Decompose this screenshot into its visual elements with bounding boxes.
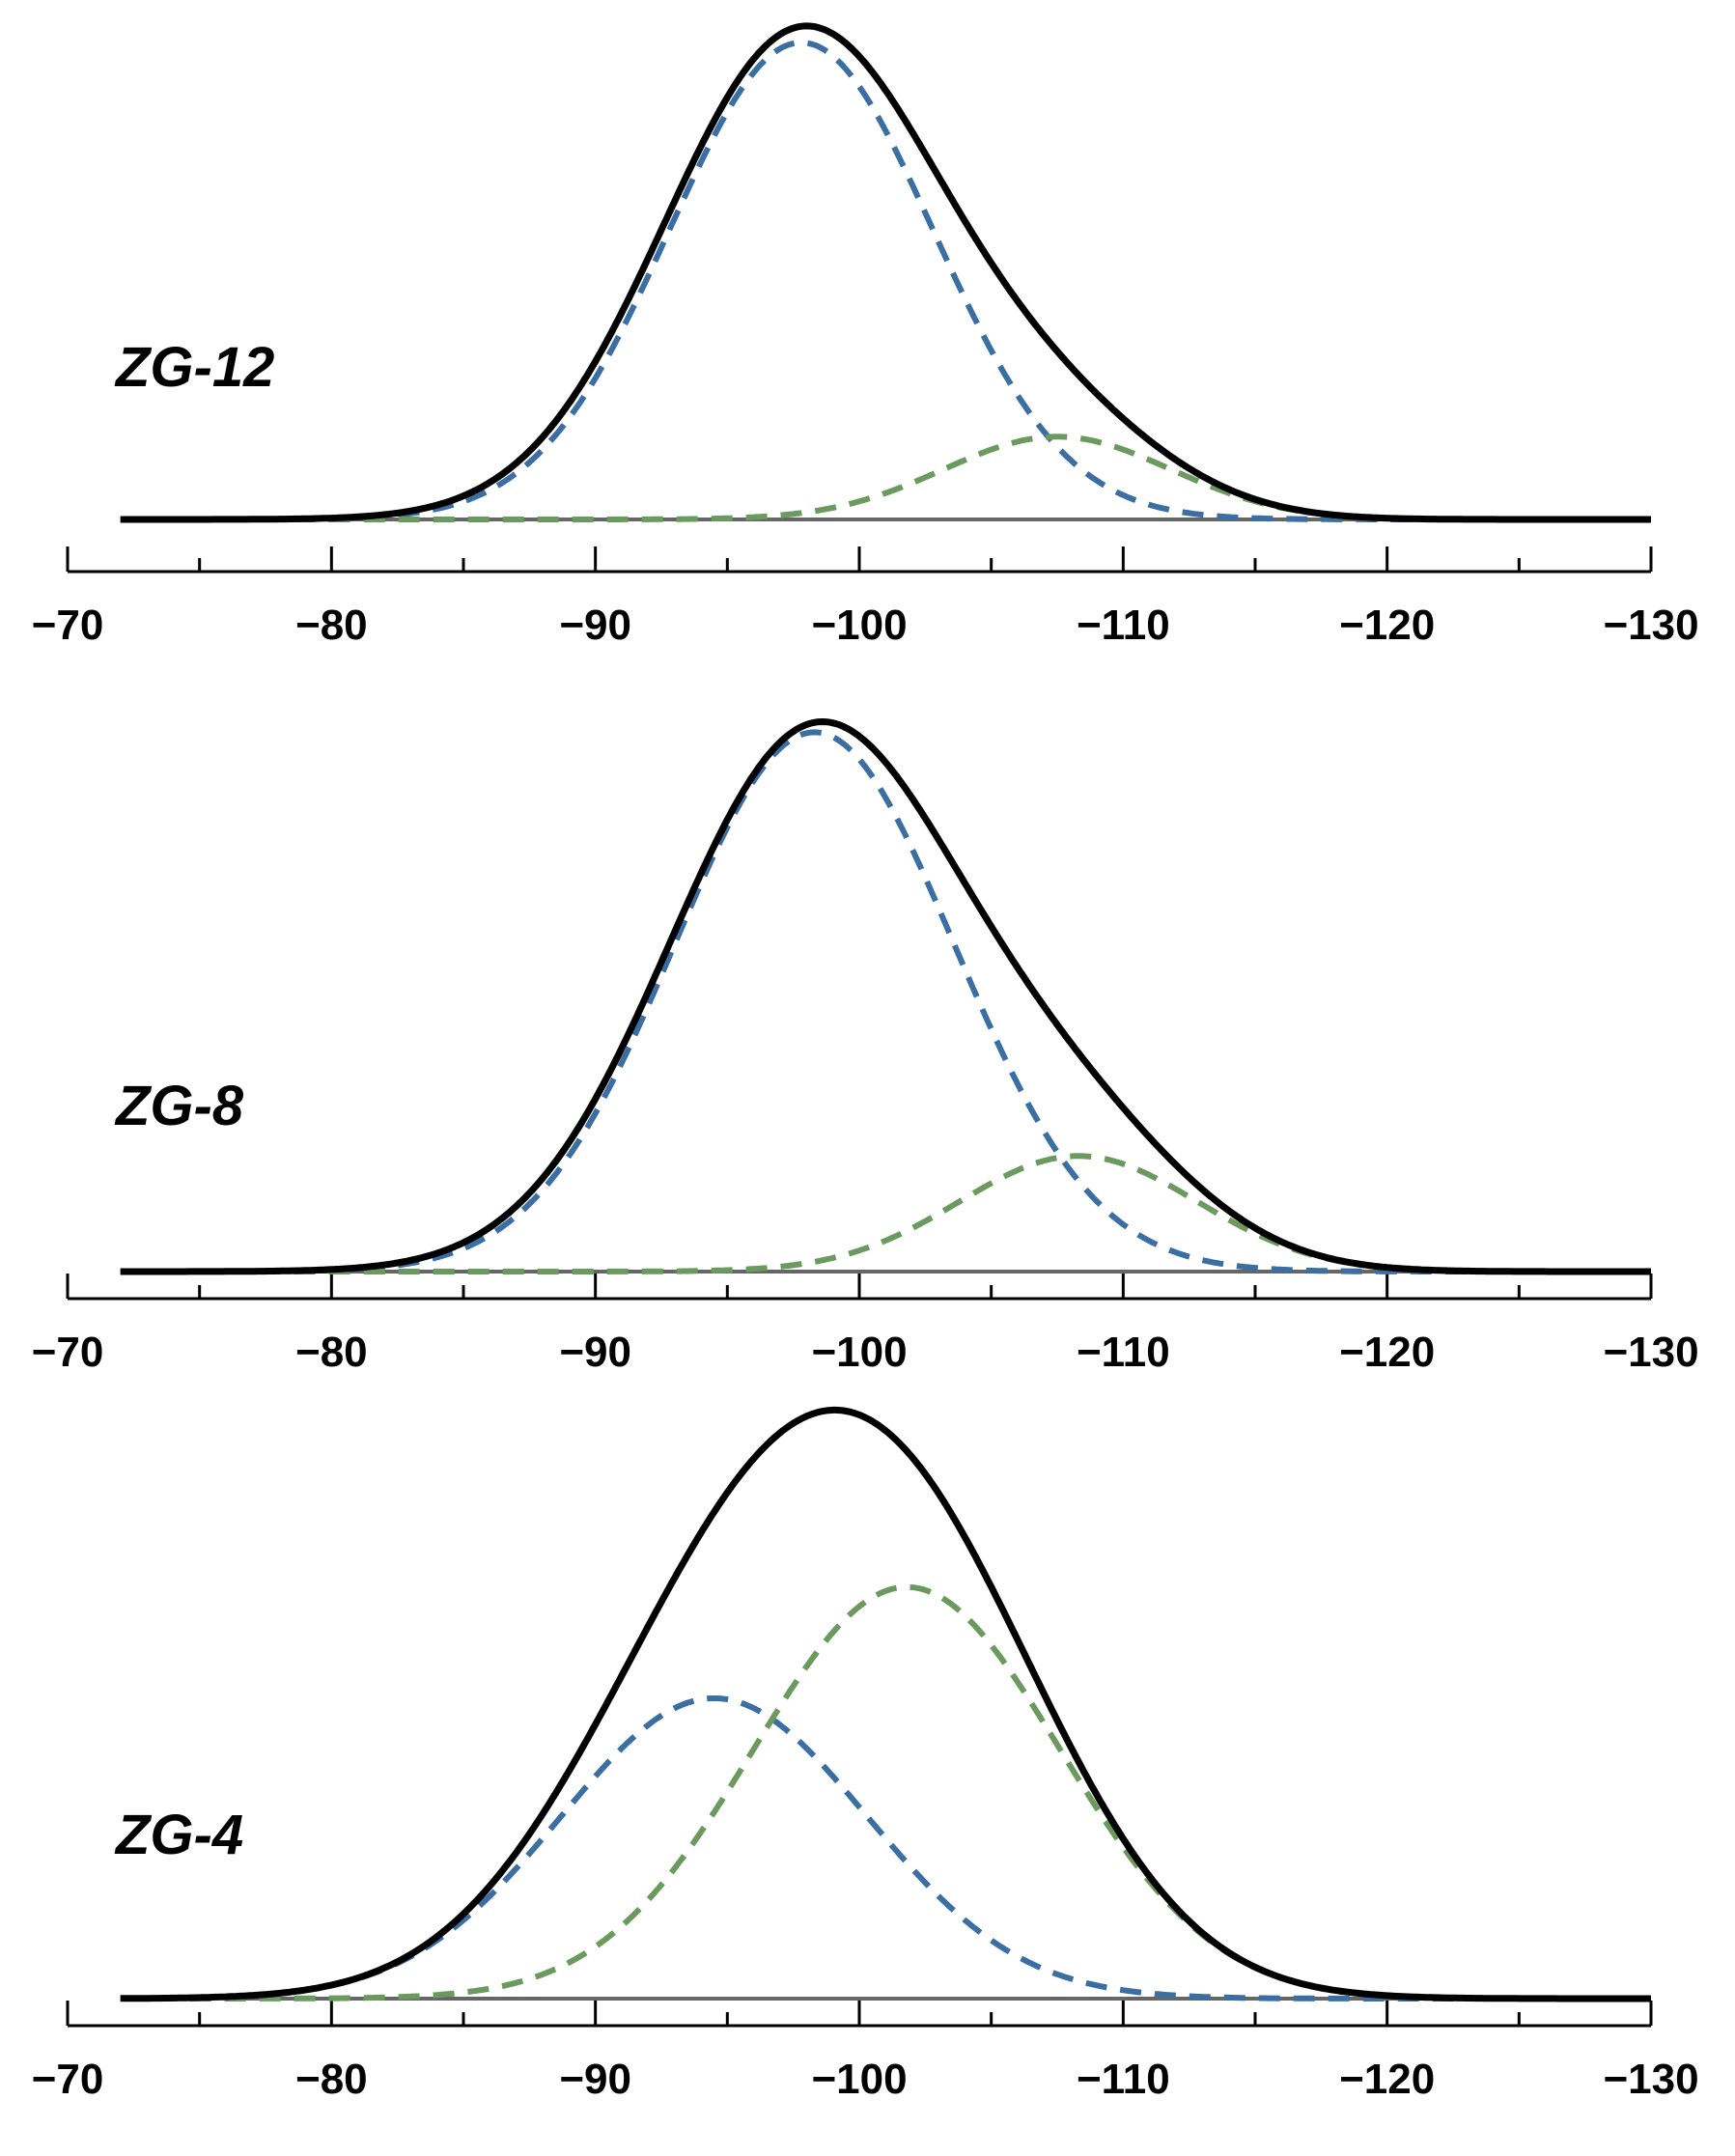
component-green-curve bbox=[120, 1153, 1652, 1274]
component-green-curve bbox=[120, 434, 1652, 522]
x-tick-label: −110 bbox=[1077, 602, 1170, 649]
x-tick-label: −110 bbox=[1077, 1329, 1170, 1376]
x-tick-label: −80 bbox=[295, 602, 368, 649]
panel-label: ZG-12 bbox=[114, 336, 274, 399]
panel-label: ZG-4 bbox=[114, 1804, 243, 1866]
envelope-curve bbox=[119, 22, 1652, 523]
component-green-curve bbox=[120, 1583, 1652, 2002]
x-tick-label: −100 bbox=[811, 602, 907, 649]
envelope-curve bbox=[119, 1406, 1652, 2002]
x-tick-label: −120 bbox=[1339, 602, 1435, 649]
x-tick-label: −70 bbox=[32, 1329, 104, 1376]
component-blue-curve bbox=[120, 1695, 1652, 2002]
panel-label: ZG-8 bbox=[114, 1075, 244, 1137]
x-tick-label: −80 bbox=[295, 1329, 368, 1376]
x-tick-label: −90 bbox=[559, 602, 631, 649]
x-tick-label: −100 bbox=[811, 1329, 907, 1376]
envelope-curve bbox=[119, 718, 1652, 1275]
x-tick-label: −70 bbox=[32, 602, 104, 649]
x-tick-label: −130 bbox=[1603, 2056, 1698, 2103]
x-tick-label: −80 bbox=[295, 2056, 368, 2103]
x-tick-label: −130 bbox=[1603, 1329, 1698, 1376]
x-tick-label: −130 bbox=[1603, 602, 1698, 649]
chart-panel-1: −70 −80 −90 −100 −110 −120 −130 ZG-12 bbox=[32, 22, 1699, 649]
x-tick-label: −120 bbox=[1339, 1329, 1435, 1376]
x-tick-label: −100 bbox=[811, 2056, 907, 2103]
x-tick-label: −90 bbox=[559, 1329, 631, 1376]
x-tick-label: −110 bbox=[1077, 2056, 1170, 2103]
component-blue-curve bbox=[120, 729, 1652, 1274]
x-tick-label: −90 bbox=[559, 2056, 631, 2103]
x-tick-label: −120 bbox=[1339, 2056, 1435, 2103]
component-blue-curve bbox=[120, 40, 1652, 522]
x-tick-label: −70 bbox=[32, 2056, 104, 2103]
chart-panel-2: −70 −80 −90 −100 −110 −120 −130 ZG-8 bbox=[32, 718, 1699, 1376]
chart-panel-3: −70 −80 −90 −100 −110 −120 −130 ZG-4 bbox=[32, 1406, 1699, 2103]
